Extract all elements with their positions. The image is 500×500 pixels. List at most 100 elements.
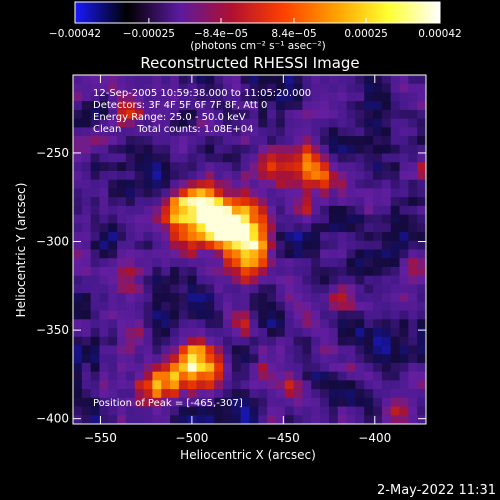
heatmap-cell (152, 214, 162, 224)
heatmap-cell (99, 188, 109, 198)
heatmap-cell (240, 258, 250, 268)
heatmap-cell (117, 136, 127, 146)
heatmap-cell (408, 371, 418, 381)
heatmap-cell (249, 240, 259, 250)
heatmap-cell (399, 153, 409, 163)
heatmap-cell (187, 319, 197, 329)
heatmap-cell (81, 92, 92, 102)
heatmap-cell (81, 362, 92, 373)
heatmap-cell (187, 118, 197, 128)
heatmap-cell (205, 397, 215, 407)
colorbar-tick-label: −8.4e−05 (194, 28, 248, 40)
heatmap-cell (355, 249, 365, 259)
heatmap-cell (408, 232, 418, 242)
heatmap-cell (231, 275, 242, 285)
heatmap-cell (417, 223, 427, 233)
heatmap-cell (99, 127, 109, 137)
heatmap-cell (214, 310, 224, 320)
heatmap-cell (408, 205, 418, 216)
heatmap-cell (284, 397, 295, 407)
heatmap-cell (117, 345, 127, 355)
heatmap-cell (152, 380, 162, 390)
heatmap-cell (81, 214, 92, 224)
heatmap-cell (320, 354, 330, 364)
heatmap-cell (214, 170, 224, 181)
heatmap-cell (355, 92, 365, 102)
heatmap-cell (240, 328, 250, 338)
heatmap-cell (258, 127, 268, 137)
heatmap-cell (346, 179, 356, 189)
heatmap-cell (364, 380, 374, 390)
heatmap-cell (196, 319, 206, 329)
heatmap-cell (320, 188, 330, 198)
heatmap-cell (152, 266, 162, 277)
heatmap-cell (417, 293, 427, 303)
heatmap-cell (258, 415, 268, 425)
heatmap-cell (337, 397, 347, 407)
heatmap-cell (170, 301, 180, 311)
heatmap-cell (267, 144, 277, 154)
heatmap-cell (311, 284, 321, 294)
heatmap-cell (90, 144, 100, 154)
heatmap-cell (108, 301, 118, 311)
heatmap-cell (81, 345, 92, 355)
heatmap-cell (390, 406, 400, 416)
heatmap-cell (81, 170, 92, 181)
heatmap-cell (284, 240, 295, 250)
heatmap-cell (161, 354, 171, 364)
heatmap-cell (117, 397, 127, 407)
heatmap-cell (390, 362, 400, 373)
heatmap-cell (249, 170, 259, 181)
heatmap-cell (81, 284, 92, 294)
heatmap-cell (373, 258, 383, 268)
heatmap-cell (196, 188, 206, 198)
heatmap-cell (125, 266, 136, 277)
heatmap-cell (320, 328, 330, 338)
heatmap-cell (143, 188, 153, 198)
heatmap-cell (373, 197, 383, 207)
heatmap-cell (390, 109, 400, 120)
heatmap-cell (355, 232, 365, 242)
heatmap-cell (108, 389, 118, 399)
heatmap-cell (240, 415, 250, 425)
heatmap-cell (284, 75, 295, 85)
heatmap-cell (125, 345, 136, 355)
heatmap-cell (178, 109, 189, 120)
heatmap-cell (249, 205, 259, 216)
heatmap-cell (381, 153, 392, 163)
heatmap-cell (187, 301, 197, 311)
heatmap-cell (125, 415, 136, 425)
heatmap-cell (249, 101, 259, 111)
heatmap-cell (381, 415, 392, 425)
heatmap-cell (90, 205, 100, 216)
heatmap-cell (108, 362, 118, 373)
heatmap-cell (293, 136, 303, 146)
heatmap-cell (170, 92, 180, 102)
heatmap-cell (417, 336, 427, 346)
heatmap-cell (134, 144, 144, 154)
heatmap-cell (381, 406, 392, 416)
heatmap-cell (284, 214, 295, 224)
heatmap-cell (231, 170, 242, 181)
heatmap-cell (328, 354, 339, 364)
heatmap-cell (152, 118, 162, 128)
heatmap-cell (240, 389, 250, 399)
heatmap-cell (170, 188, 180, 198)
heatmap-cell (408, 354, 418, 364)
heatmap-cell (346, 293, 356, 303)
heatmap-cell (108, 179, 118, 189)
heatmap-cell (125, 249, 136, 259)
heatmap-cell (90, 136, 100, 146)
heatmap-cell (240, 371, 250, 381)
heatmap-cell (293, 310, 303, 320)
heatmap-cell (381, 389, 392, 399)
heatmap-cell (231, 240, 242, 250)
heatmap-cell (293, 197, 303, 207)
annotation-clean-counts: Clean Total counts: 1.08E+04 (93, 124, 253, 135)
plot-area (72, 74, 427, 425)
heatmap-cell (161, 345, 171, 355)
heatmap-cell (81, 389, 92, 399)
heatmap-cell (373, 223, 383, 233)
heatmap-cell (196, 397, 206, 407)
heatmap-cell (320, 389, 330, 399)
